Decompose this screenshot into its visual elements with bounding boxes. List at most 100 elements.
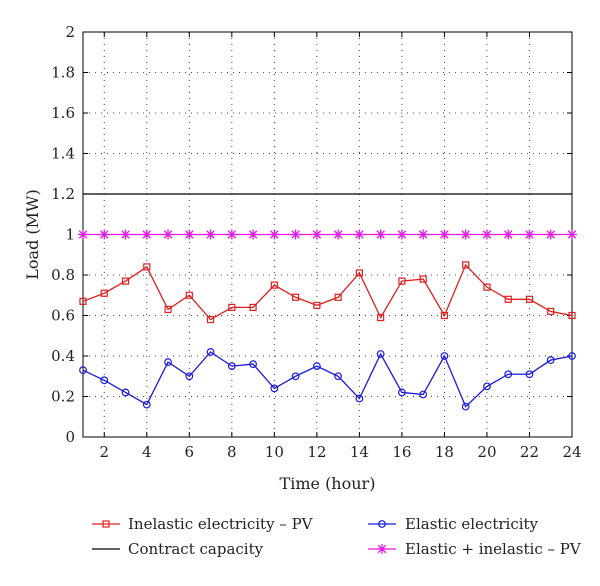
data-point	[249, 303, 257, 311]
data-point	[185, 291, 193, 299]
data-point	[292, 293, 300, 301]
data-point	[547, 307, 555, 316]
data-point	[504, 370, 513, 379]
data-point	[376, 350, 385, 358]
series-line	[82, 351, 573, 408]
data-point	[396, 229, 407, 240]
data-point	[226, 229, 237, 240]
x-axis-ticks: 2 4 6 8 10 12 14 16 18 20 22 24	[99, 32, 582, 461]
data-point	[100, 376, 109, 385]
data-point	[355, 269, 363, 277]
data-point	[143, 263, 151, 271]
data-point	[334, 372, 343, 381]
data-point	[79, 366, 87, 375]
legend-entry: Inelastic electricity – PV	[92, 515, 314, 533]
data-point	[290, 229, 301, 240]
data-point	[142, 400, 151, 409]
series-3	[78, 229, 577, 240]
data-point	[460, 229, 471, 240]
data-point	[377, 313, 385, 322]
data-point	[439, 229, 450, 240]
data-point	[419, 390, 428, 399]
x-tick-label: 20	[477, 443, 496, 461]
x-tick-label: 14	[350, 443, 369, 461]
y-tick-label: 0.8	[51, 266, 75, 284]
data-point	[270, 384, 279, 393]
data-point	[205, 229, 216, 240]
data-point	[483, 382, 491, 391]
y-tick-label: 0.6	[51, 307, 75, 325]
data-point	[99, 229, 110, 240]
legend-label: Elastic electricity	[405, 515, 539, 533]
data-point	[525, 370, 534, 379]
data-point	[440, 352, 449, 360]
data-point	[164, 358, 172, 366]
data-point	[355, 394, 364, 403]
legend-entry: Elastic + inelastic – PV	[368, 540, 582, 558]
data-point	[546, 356, 555, 364]
x-axis-label: Time (hour)	[280, 474, 376, 493]
x-tick-label: 6	[185, 443, 195, 461]
data-point	[269, 229, 280, 240]
y-tick-label: 1.4	[51, 145, 75, 163]
data-point	[291, 372, 300, 381]
data-point	[568, 352, 576, 360]
data-point	[120, 229, 131, 240]
data-point	[184, 229, 195, 240]
y-tick-label: 0	[65, 428, 75, 446]
data-point	[354, 229, 365, 240]
data-point	[567, 229, 577, 240]
data-point	[311, 229, 322, 240]
legend-label: Elastic + inelastic – PV	[405, 540, 582, 558]
data-point	[461, 402, 470, 411]
x-tick-label: 2	[99, 443, 109, 461]
data-point	[440, 311, 449, 320]
data-point	[568, 311, 576, 320]
y-tick-label: 1	[65, 226, 75, 244]
legend-entry: Contract capacity	[92, 540, 264, 558]
data-point	[481, 229, 492, 240]
y-tick-label: 1.6	[51, 104, 75, 122]
y-tick-label: 1.2	[51, 185, 75, 203]
data-point	[185, 372, 194, 381]
data-point	[121, 388, 130, 397]
x-tick-label: 24	[562, 443, 581, 461]
data-point	[249, 360, 257, 369]
y-tick-label: 0.2	[51, 388, 75, 406]
data-point	[545, 229, 556, 240]
data-point	[525, 295, 534, 303]
x-tick-label: 16	[392, 443, 411, 461]
y-tick-label: 2	[65, 23, 75, 41]
data-point	[398, 277, 406, 285]
y-axis-label: Load (MW)	[23, 189, 42, 279]
x-tick-label: 8	[227, 443, 237, 461]
series-layer	[78, 193, 577, 411]
legend-entry: Elastic electricity	[368, 515, 539, 533]
legend-label: Contract capacity	[128, 540, 264, 558]
data-point	[462, 261, 470, 269]
data-point	[121, 277, 130, 285]
data-point	[503, 229, 514, 240]
data-point	[333, 229, 344, 240]
series-line	[82, 263, 573, 321]
data-point	[419, 275, 427, 283]
legend-marker	[102, 520, 110, 528]
x-tick-label: 10	[265, 443, 284, 461]
x-tick-label: 22	[520, 443, 539, 461]
data-point	[418, 229, 429, 240]
data-point	[228, 303, 236, 311]
data-point	[313, 301, 321, 309]
data-point	[78, 229, 88, 240]
x-tick-label: 12	[307, 443, 326, 461]
y-tick-label: 1.8	[51, 64, 75, 82]
y-axis-ticks: 0 0.2 0.4 0.6 0.8 1 1.2 1.4 1.6 1.8 2	[51, 23, 572, 446]
data-point	[227, 362, 236, 371]
data-point	[270, 281, 278, 289]
y-tick-label: 0.4	[51, 347, 75, 365]
data-point	[375, 229, 386, 240]
data-point	[504, 295, 512, 303]
data-point	[164, 305, 172, 314]
data-point	[398, 388, 406, 397]
series-0	[79, 261, 576, 324]
